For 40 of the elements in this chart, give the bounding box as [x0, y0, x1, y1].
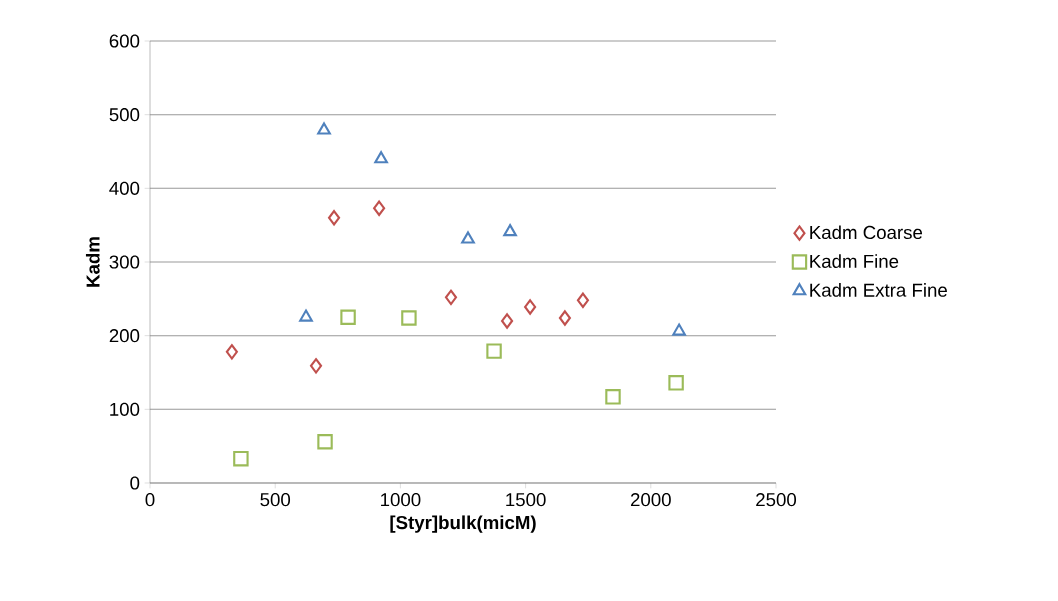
point: [401, 310, 417, 326]
point: [503, 224, 517, 237]
y-tick-label: 400: [109, 181, 140, 195]
point: [340, 309, 356, 325]
point: [444, 289, 458, 306]
point: [374, 151, 388, 164]
y-axis-title: Kadm: [85, 237, 100, 287]
y-tick-label: 600: [109, 34, 140, 48]
x-tick-label: 2000: [630, 493, 671, 507]
x-tick-label: 2500: [756, 493, 797, 507]
x-tick-label: 1500: [506, 493, 546, 507]
point: [461, 231, 475, 244]
legend-label: Kadm Fine: [810, 254, 899, 268]
x-tick-label: 1000: [381, 493, 421, 507]
point: [309, 358, 323, 374]
point: [524, 299, 537, 315]
y-tick-label: 100: [110, 402, 140, 416]
point: [299, 309, 313, 322]
point: [672, 323, 686, 336]
x-tick-label: 500: [260, 493, 291, 507]
point: [576, 292, 590, 309]
y-tick-label: 500: [109, 108, 140, 122]
y-tick-label: 300: [109, 255, 140, 269]
point: [605, 389, 621, 405]
point: [558, 310, 571, 326]
y-tick-label: 0: [130, 476, 140, 490]
legend-label: Kadm Extra Fine: [810, 283, 947, 297]
y-tick-label: 200: [109, 329, 140, 343]
point: [501, 313, 514, 329]
point: [225, 344, 238, 360]
point: [317, 122, 331, 135]
point: [327, 210, 341, 226]
x-tick-label: 0: [145, 493, 155, 507]
point: [486, 343, 502, 359]
x-axis-title: [Styr]bulk(micM): [390, 515, 536, 533]
point: [373, 200, 386, 216]
point: [668, 375, 684, 391]
point: [233, 450, 249, 467]
point: [317, 434, 333, 450]
legend-label: Kadm Coarse: [810, 225, 923, 240]
